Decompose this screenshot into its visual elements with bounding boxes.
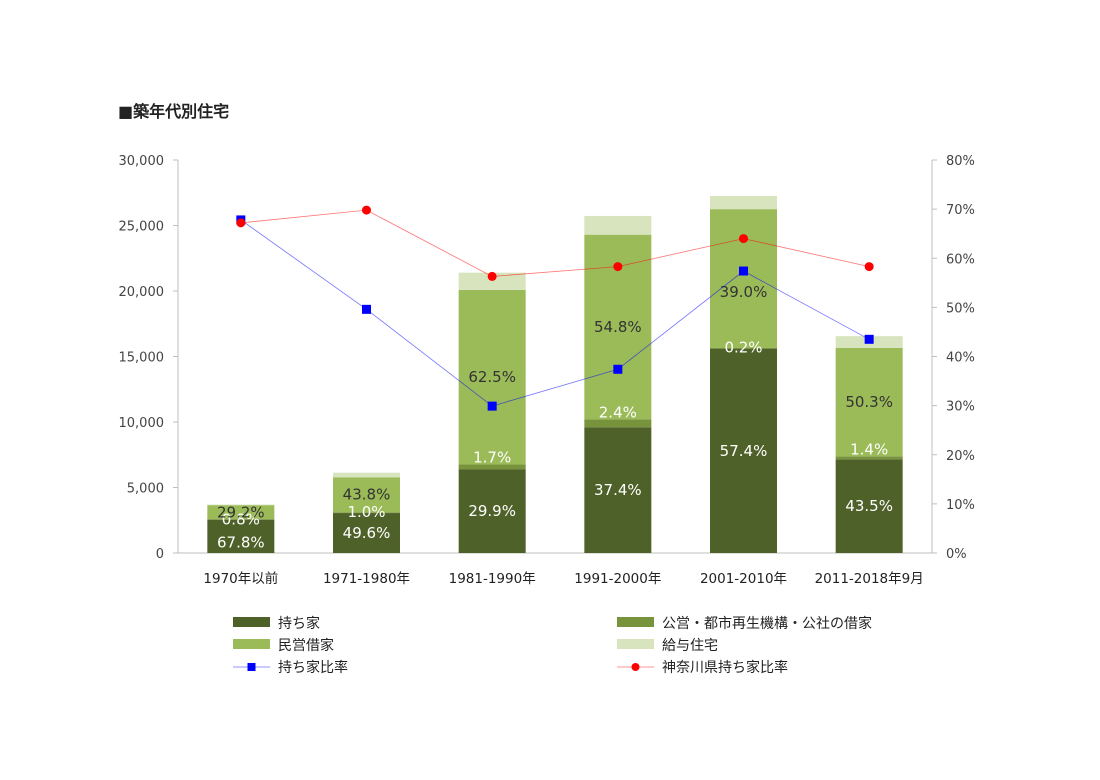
line-point xyxy=(236,218,246,228)
line-point xyxy=(739,234,748,244)
bar-segment xyxy=(835,459,903,553)
bar-segment xyxy=(207,505,275,520)
line-point xyxy=(487,401,497,411)
y2-tick-label: 0% xyxy=(946,547,967,562)
legend-marker xyxy=(247,663,256,671)
bar-segment xyxy=(458,289,526,465)
bar-data-label: 57.4% xyxy=(720,442,768,460)
y-tick-label: 25,000 xyxy=(119,220,165,235)
y2-tick-label: 40% xyxy=(946,351,975,366)
bar-data-label: 29.2% xyxy=(217,504,265,522)
bar-segment xyxy=(207,504,275,506)
y-tick-label: 5,000 xyxy=(127,482,164,497)
lines xyxy=(236,205,874,411)
line-point xyxy=(362,304,371,314)
chart-title: ■築年代別住宅 xyxy=(118,102,230,121)
bar-segment xyxy=(584,427,652,553)
y-tick-label: 30,000 xyxy=(119,154,165,169)
bar-segment xyxy=(333,512,400,514)
bar-data-label: 29.9% xyxy=(468,502,516,520)
bar-segment xyxy=(835,456,903,460)
legend-swatch xyxy=(617,639,654,649)
bar-data-label: 1.0% xyxy=(347,503,385,521)
bar-segment xyxy=(584,215,652,235)
bar-data-label: 39.0% xyxy=(720,283,768,301)
bar-segment xyxy=(835,347,903,457)
line-point xyxy=(613,262,623,272)
y2-tick-label: 20% xyxy=(946,449,975,464)
bar-segment xyxy=(710,196,777,210)
line-point xyxy=(739,266,748,276)
bar-segment xyxy=(333,477,400,513)
bar-data-label: 37.4% xyxy=(594,481,642,499)
bar-data-label: 0.2% xyxy=(724,339,762,357)
bar-segment xyxy=(458,464,526,470)
bar-data-label: 43.5% xyxy=(845,497,893,515)
bar-data-label: 54.8% xyxy=(594,318,642,336)
legend-marker xyxy=(631,663,640,671)
bar-labels: 67.8% 0.8%29.2% 49.6% 1.0%43.8% 29.9% 1.7% 62.… xyxy=(217,283,893,551)
line-point xyxy=(864,262,874,272)
bars xyxy=(207,196,903,553)
y-tick-label: 0 xyxy=(156,547,164,562)
x-tick-label: 1971-1980年 xyxy=(323,571,410,587)
y2-tick-label: 80% xyxy=(946,154,975,169)
bar-data-label: 2.4% xyxy=(599,403,637,421)
bar-data-label: 50.3% xyxy=(845,393,893,411)
bar-segment xyxy=(207,519,275,553)
y2-tick-label: 10% xyxy=(946,498,975,513)
line-point xyxy=(362,205,371,215)
bar-segment xyxy=(710,209,777,348)
y2-tick-label: 60% xyxy=(946,252,975,267)
bar-data-label: 1.4% xyxy=(850,440,888,458)
legend-label: 民営借家 xyxy=(278,637,334,654)
y-tick-label: 10,000 xyxy=(119,416,165,431)
y2-tick-label: 50% xyxy=(946,301,975,316)
x-tick-label: 1981-1990年 xyxy=(449,571,536,587)
legend-label: 神奈川県持ち家比率 xyxy=(662,659,788,676)
legend-label: 持ち家比率 xyxy=(278,659,348,676)
bar-segment xyxy=(333,513,400,553)
legend-swatch xyxy=(617,617,654,627)
bar-data-label: 67.8% xyxy=(217,534,265,552)
bar-segment xyxy=(458,469,526,553)
y2-tick-label: 30% xyxy=(946,400,975,415)
bar-data-label: 62.5% xyxy=(468,368,516,386)
bar-segment xyxy=(458,272,526,290)
axes: 0 5,000 10,000 15,000 20,000 25,000 30,000 0% 10… xyxy=(119,154,975,587)
x-tick-label: 1970年以前 xyxy=(203,570,278,587)
line-point xyxy=(487,271,497,281)
bar-segment xyxy=(710,348,777,553)
bar-data-label: 1.7% xyxy=(473,448,511,466)
y-tick-label: 20,000 xyxy=(119,285,165,300)
x-tick-label: 2011-2018年9月 xyxy=(815,571,924,587)
y-tick-label: 15,000 xyxy=(119,351,165,366)
legend-swatch xyxy=(233,617,270,627)
bar-data-label: 43.8% xyxy=(343,485,391,503)
line-series xyxy=(240,219,870,407)
legend-label: 給与住宅 xyxy=(662,638,718,654)
line-point xyxy=(864,334,874,344)
bar-data-label: 49.6% xyxy=(343,524,391,542)
x-tick-label: 2001-2010年 xyxy=(700,571,787,587)
line-series xyxy=(240,209,870,277)
bar-segment xyxy=(710,347,777,349)
x-tick-label: 1991-2000年 xyxy=(574,571,661,587)
legend-label: 持ち家 xyxy=(278,615,320,632)
bar-segment xyxy=(333,472,400,478)
bar-segment xyxy=(584,419,652,428)
legend-swatch xyxy=(233,639,270,649)
bar-data-label: 0.8% xyxy=(222,511,260,529)
line-point xyxy=(613,364,623,374)
legend-label: 公営・都市再生機構・公社の借家 xyxy=(662,615,872,632)
y2-tick-label: 70% xyxy=(946,203,975,218)
